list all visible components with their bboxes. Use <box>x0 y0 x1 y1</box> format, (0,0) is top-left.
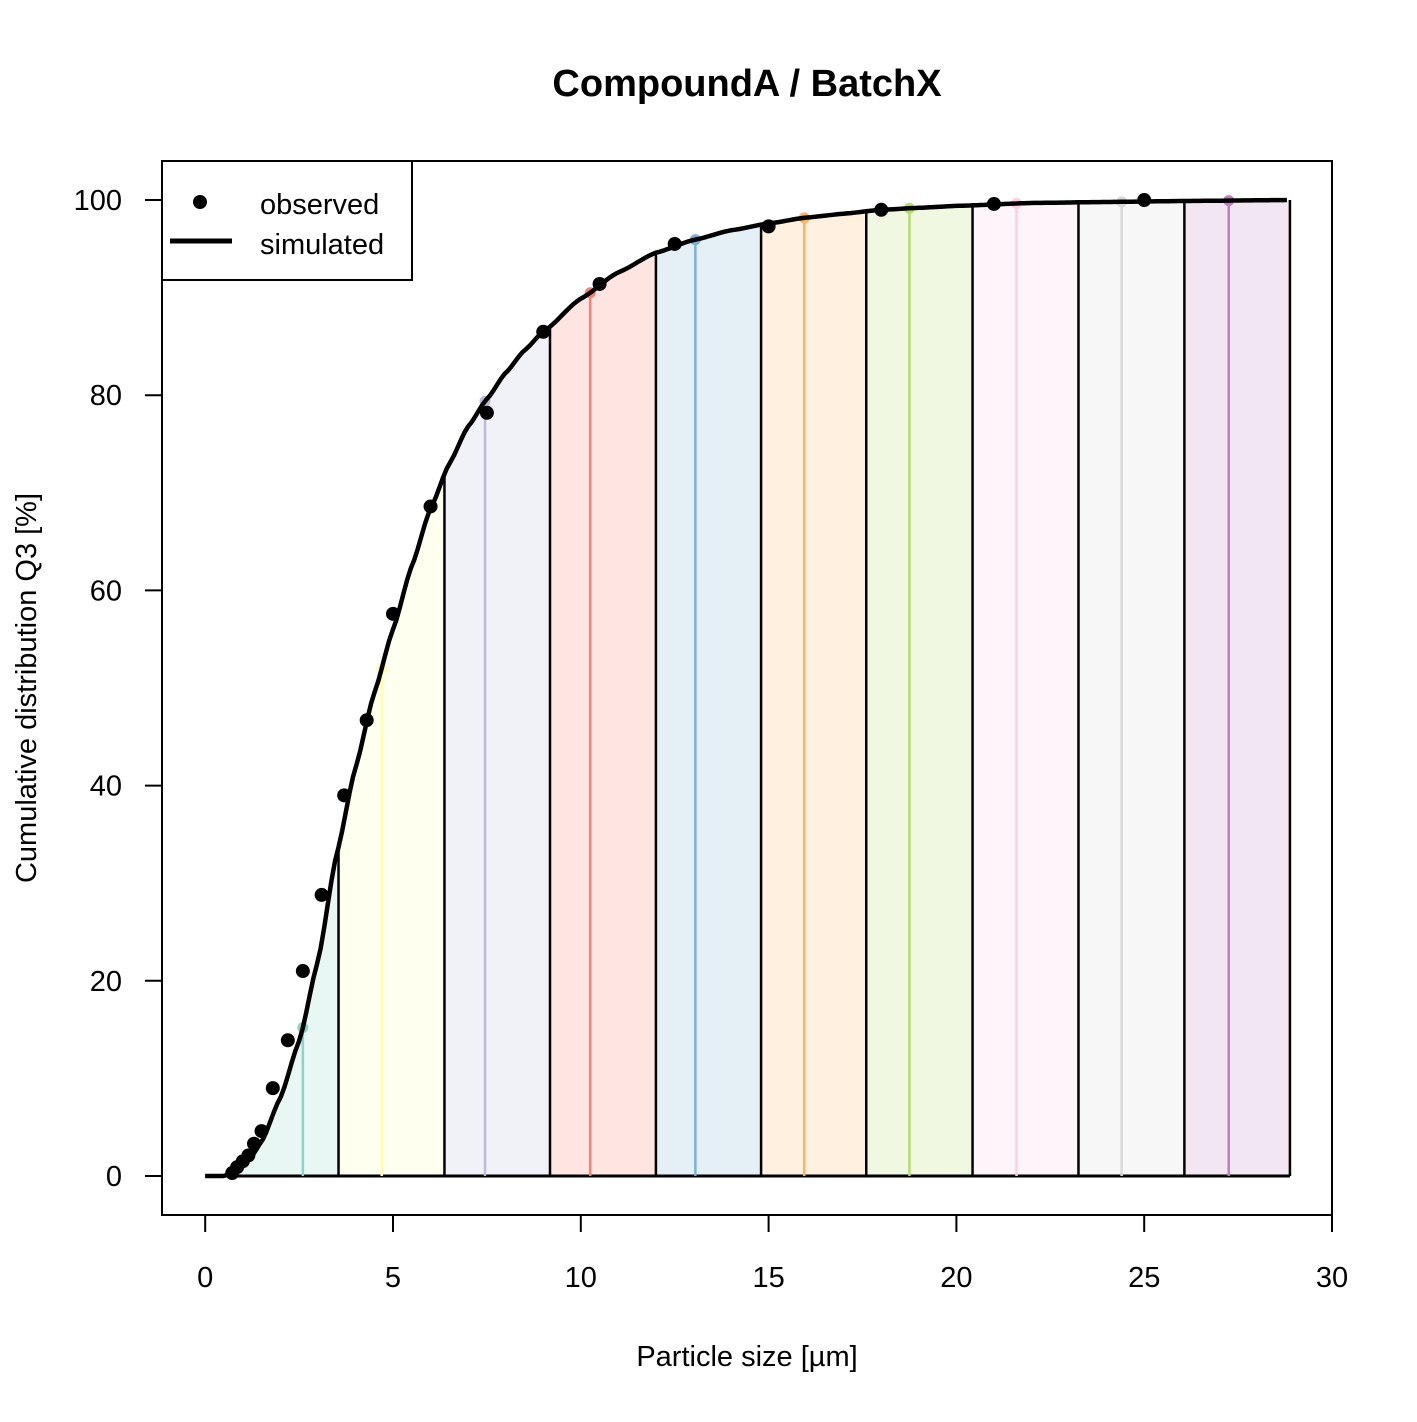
x-axis: 0 5 10 15 20 25 30 <box>197 1214 1348 1294</box>
observed-point <box>337 788 352 803</box>
bin-area-4 <box>550 252 656 1176</box>
observed-point <box>667 236 682 251</box>
x-axis-label: Particle size [µm] <box>636 1341 857 1373</box>
bin-area-1 <box>205 847 339 1176</box>
legend-observed-marker <box>193 195 207 209</box>
x-tick-label: 30 <box>1316 1262 1348 1294</box>
observed-point <box>295 964 310 979</box>
bin-area-6 <box>761 211 867 1177</box>
observed-point <box>254 1124 269 1139</box>
bin-area-7 <box>866 205 973 1177</box>
y-tick-label: 20 <box>90 966 122 998</box>
y-tick-label: 0 <box>106 1161 122 1193</box>
observed-point <box>265 1081 280 1096</box>
bin-area-8 <box>972 202 1079 1177</box>
observed-point <box>280 1033 295 1048</box>
legend-observed-label: observed <box>260 189 379 221</box>
legend-box <box>161 160 413 281</box>
y-tick-label: 60 <box>90 575 122 607</box>
observed-point <box>986 196 1001 211</box>
x-tick-label: 10 <box>565 1262 597 1294</box>
x-tick-label: 0 <box>197 1262 213 1294</box>
bins-layer <box>205 195 1292 1178</box>
legend-simulated-label: simulated <box>260 229 384 261</box>
observed-point <box>314 887 329 902</box>
y-tick-label: 80 <box>90 380 122 412</box>
observed-point <box>359 713 374 728</box>
bin-area-10 <box>1184 200 1290 1176</box>
observed-point <box>536 324 551 339</box>
observed-point <box>423 499 438 514</box>
observed-point <box>874 202 889 217</box>
simulated-curve <box>205 197 1287 1179</box>
y-tick-label: 100 <box>74 185 122 217</box>
observed-point <box>247 1136 262 1151</box>
legend: observed simulated <box>161 160 413 281</box>
y-tick-label: 40 <box>90 771 122 803</box>
bin-area-9 <box>1078 201 1185 1176</box>
observed-point <box>592 276 607 291</box>
x-tick-label: 5 <box>385 1262 401 1294</box>
bin-area-3 <box>444 326 550 1176</box>
observed-point <box>479 405 494 420</box>
observed-point <box>241 1148 256 1163</box>
x-tick-label: 15 <box>752 1262 784 1294</box>
bin-area-5 <box>655 224 762 1177</box>
observed-point <box>385 606 400 621</box>
points-layer <box>225 193 1152 1181</box>
curve-layer <box>205 197 1287 1179</box>
chart-title: CompoundA / BatchX <box>552 63 942 105</box>
bin-area-2 <box>338 474 445 1176</box>
y-axis-label: Cumulative distribution Q3 [%] <box>11 493 43 883</box>
x-tick-label: 25 <box>1128 1262 1160 1294</box>
y-axis: 0 20 40 60 80 100 <box>74 185 163 1193</box>
x-tick-label: 20 <box>940 1262 972 1294</box>
observed-point <box>761 219 776 234</box>
observed-point <box>1137 193 1152 208</box>
